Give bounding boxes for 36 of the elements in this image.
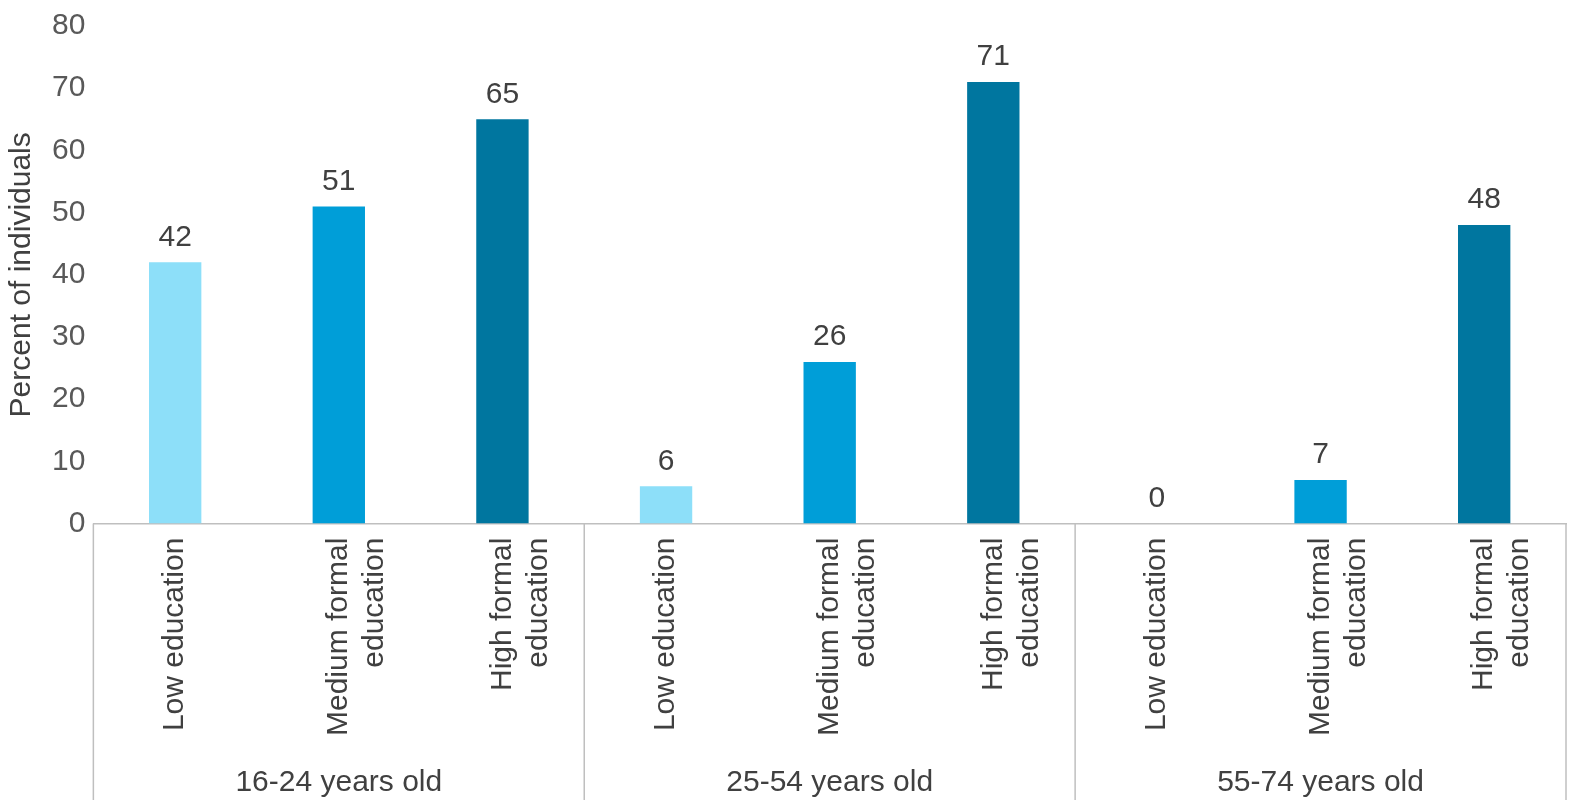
data-label: 48	[1467, 181, 1501, 215]
text: 16-24 years old	[235, 764, 443, 798]
bar	[1458, 225, 1511, 524]
y-tick-label: 0	[68, 504, 86, 538]
x-tick-label: Low education	[647, 537, 681, 732]
bar	[476, 119, 529, 524]
y-tick-label: 80	[51, 7, 86, 41]
text: 25-54 years old	[726, 764, 934, 798]
x-tick-label: Low education	[156, 537, 190, 732]
data-label: 65	[485, 75, 520, 109]
data-label: 26	[813, 318, 847, 352]
data-label: 6	[657, 442, 675, 476]
text: 55-74 years old	[1217, 764, 1424, 798]
data-label: 51	[322, 162, 356, 196]
data-label: 7	[1312, 436, 1329, 470]
y-tick-label: 50	[51, 193, 86, 227]
y-tick-label: 10	[51, 442, 86, 476]
y-tick-label: 20	[51, 380, 86, 414]
bar	[1294, 480, 1347, 524]
x-tick-label: Medium formal education	[810, 537, 880, 737]
y-tick-label: 70	[51, 69, 86, 103]
y-tick-label: 60	[51, 131, 86, 165]
x-tick-label: Medium formal education	[320, 537, 390, 737]
y-tick-label: 30	[51, 318, 86, 352]
y-tick-label: 40	[51, 256, 86, 290]
x-tick-label: Medium formal education	[1301, 537, 1371, 737]
y-axis-title: Percent of individuals	[3, 132, 37, 418]
bar	[967, 81, 1020, 524]
bar	[639, 486, 693, 524]
bar	[312, 206, 365, 524]
data-label: 42	[158, 218, 192, 252]
x-tick-label: Low education	[1138, 537, 1172, 732]
data-label: 71	[976, 38, 1010, 72]
bar	[149, 262, 202, 524]
bar	[803, 361, 856, 524]
data-label: 0	[1148, 479, 1166, 513]
